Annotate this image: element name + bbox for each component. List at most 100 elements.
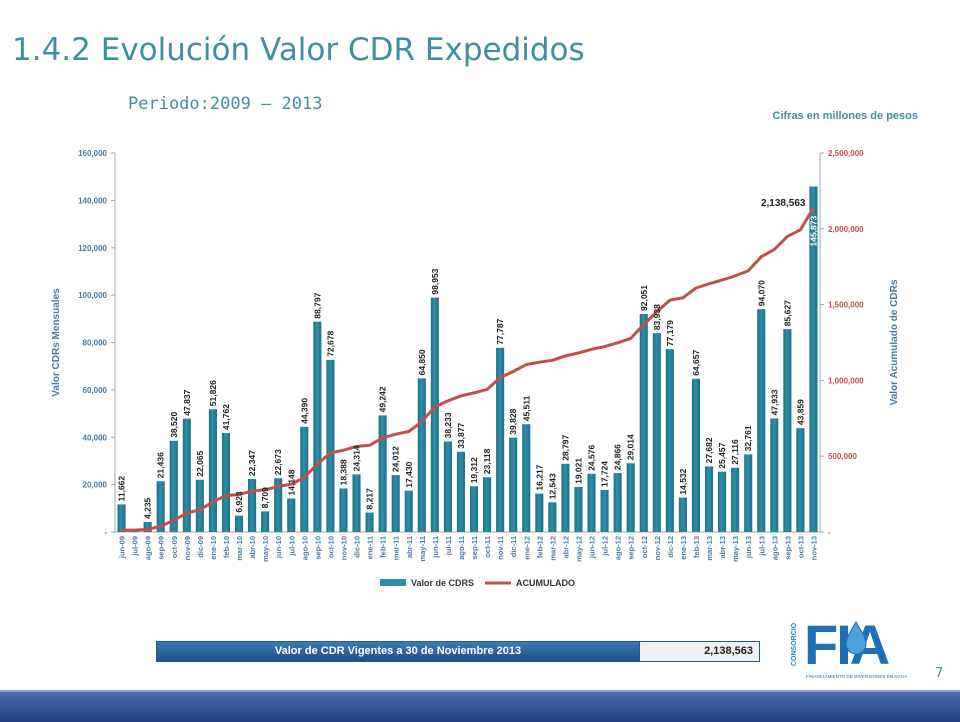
x-tick-label: dic-11 [509,536,518,557]
legend-bar-label: Valor de CDRS [411,578,474,588]
x-tick-label: dic-09 [196,536,205,558]
bar [639,313,648,532]
bar-value-label: 19,312 [469,457,479,483]
bar-value-label: 39,828 [508,408,518,434]
summary-label: Valor de CDR Vigentes a 30 de Noviembre … [157,642,639,661]
x-tick-label: abr-12 [561,536,570,559]
bar [678,497,687,532]
y-left-tick-label: 100,000 [78,291,107,300]
footer-bar [0,690,960,722]
bar [169,440,178,532]
summary-table: Valor de CDR Vigentes a 30 de Noviembre … [156,641,760,662]
y-right-axis-title: Valor Acumulado de CDRs [889,279,900,405]
bar-value-label: 24,576 [587,445,597,471]
x-tick-label: abr-13 [718,536,727,559]
bar-value-label: 64,657 [691,350,701,376]
bar [469,486,479,532]
x-tick-label: mar-13 [705,536,714,561]
bar [704,466,714,532]
bar [665,349,674,532]
x-tick-label: mar-10 [235,536,244,561]
bar-value-label: 47,837 [182,389,192,415]
bar-value-label: 77,787 [495,318,505,344]
bar-value-label: 18,388 [339,459,349,485]
x-tick-label: nov-13 [810,536,819,560]
bar [300,426,309,532]
bar-value-label: 17,430 [404,461,414,487]
bar-value-label: 29,014 [626,434,636,460]
x-tick-label: sep-09 [157,536,166,560]
logo-subtitle: FINANCIAMIENTO DE INVERSIONES EN AGUA [806,674,908,679]
y-right-tick-label: 500,000 [828,452,857,461]
x-tick-label: mar-11 [392,536,401,560]
water-drop-icon [845,621,867,655]
x-tick-label: jun-09 [118,536,127,559]
bar [313,321,322,532]
x-tick-label: ago-09 [144,536,153,560]
bar [208,409,217,532]
x-tick-label: ene-12 [522,536,531,560]
x-tick-label: nov-12 [653,536,662,560]
bar [391,475,400,532]
x-tick-label: may-10 [261,536,270,562]
x-tick-label: oct-13 [796,536,805,558]
x-tick-label: feb-10 [222,536,231,558]
x-tick-label: sep-13 [783,536,792,560]
bar [718,471,727,532]
bar [234,515,244,532]
bar-value-label: 22,065 [195,450,205,476]
bar [587,473,596,532]
legend-line-label: ACUMULADO [516,578,575,588]
legend-bar-swatch [380,579,406,586]
x-tick-label: oct-09 [170,536,179,558]
bar [731,467,740,532]
x-tick-label: feb-11 [379,536,388,558]
bar-value-label: 77,179 [665,320,675,346]
y-right-tick-label: 1,000,000 [828,376,864,385]
bar [613,473,622,532]
bar-value-label: 98,953 [430,268,440,294]
x-tick-label: dic-12 [666,536,675,558]
bar [548,502,557,532]
x-tick-label: jun-13 [744,536,753,559]
logo-side-text: CONSORCIO [791,622,798,666]
bar [456,451,466,532]
bar-value-label: 17,724 [600,461,610,487]
bar [326,359,335,532]
bar [195,479,204,532]
page-title: 1.4.2 Evolución Valor CDR Expedidos [12,32,585,68]
bar [404,490,413,532]
bar-value-label: 16,217 [534,464,544,490]
x-tick-label: sep-11 [470,536,479,559]
bar [783,329,792,532]
x-tick-label: nov-09 [183,536,192,560]
bar [522,424,531,532]
bar-value-label: 44,390 [299,398,309,424]
bar [496,347,505,532]
bar [483,477,492,532]
y-left-tick-label: 160,000 [78,149,107,158]
bar [626,463,635,532]
period-subtitle: Periodo:2009 – 2013 [128,94,323,114]
x-tick-label: may-12 [575,536,584,562]
bar [809,186,818,533]
bar-value-label: 27,116 [730,439,740,465]
bar-value-label: 41,762 [221,404,231,430]
bar-value-label: 32,761 [743,425,753,451]
bar-value-label: 51,826 [208,380,218,406]
x-tick-label: jul-11 [444,536,453,556]
accumulated-end-label: 2,138,563 [761,198,806,209]
y-left-tick-label: - [104,528,107,537]
y-left-tick-label: 120,000 [78,244,107,253]
x-tick-label: jul-13 [757,536,766,557]
x-tick-label: mar-12 [548,536,557,561]
bar [744,454,753,532]
x-tick-label: ago-12 [614,536,623,560]
bar [796,428,805,532]
bar-value-label: 94,070 [756,280,766,306]
y-left-axis-title: Valor CDRs Mensuales [51,288,62,397]
x-tick-label: oct-12 [640,536,649,558]
x-tick-label: ene-13 [679,536,688,560]
x-tick-label: jun-10 [274,536,283,559]
bar-value-label: 45,511 [521,395,531,421]
